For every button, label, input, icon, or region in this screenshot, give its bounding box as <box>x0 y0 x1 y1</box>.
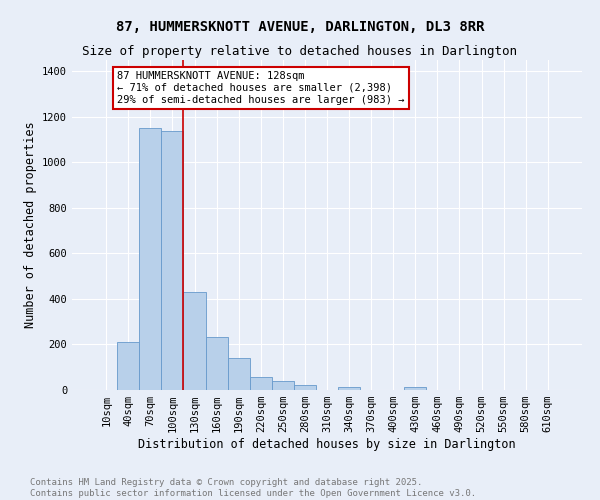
Bar <box>338 386 360 390</box>
Bar <box>227 358 250 390</box>
Bar <box>206 336 227 390</box>
Bar <box>139 128 161 390</box>
Text: Contains HM Land Registry data © Crown copyright and database right 2025.
Contai: Contains HM Land Registry data © Crown c… <box>30 478 476 498</box>
Bar <box>161 130 184 390</box>
Text: Size of property relative to detached houses in Darlington: Size of property relative to detached ho… <box>83 45 517 58</box>
Y-axis label: Number of detached properties: Number of detached properties <box>23 122 37 328</box>
Bar <box>184 292 206 390</box>
Bar <box>250 378 272 390</box>
Bar <box>404 386 427 390</box>
X-axis label: Distribution of detached houses by size in Darlington: Distribution of detached houses by size … <box>138 438 516 451</box>
Bar <box>117 342 139 390</box>
Bar <box>294 386 316 390</box>
Bar <box>272 381 294 390</box>
Text: 87 HUMMERSKNOTT AVENUE: 128sqm
← 71% of detached houses are smaller (2,398)
29% : 87 HUMMERSKNOTT AVENUE: 128sqm ← 71% of … <box>117 72 405 104</box>
Text: 87, HUMMERSKNOTT AVENUE, DARLINGTON, DL3 8RR: 87, HUMMERSKNOTT AVENUE, DARLINGTON, DL3… <box>116 20 484 34</box>
